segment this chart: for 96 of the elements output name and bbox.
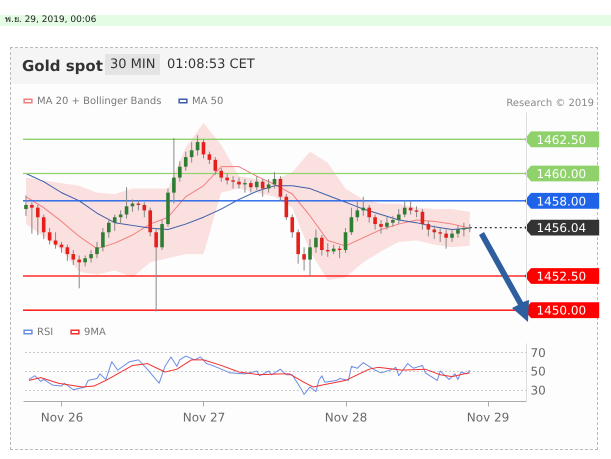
candlestick <box>426 220 430 237</box>
candlestick <box>148 207 152 237</box>
candlestick <box>124 186 128 220</box>
candlestick <box>178 160 182 182</box>
line-series <box>28 356 470 395</box>
candlestick <box>326 242 330 258</box>
candlestick <box>444 229 448 250</box>
y-tick-label: 30 <box>530 383 546 398</box>
candlestick <box>77 255 82 289</box>
candlestick <box>272 172 276 190</box>
candlestick <box>320 234 324 256</box>
y-tick-label: 70 <box>530 346 546 360</box>
candlestick <box>24 194 28 216</box>
candlestick <box>290 214 294 238</box>
candlestick <box>361 196 366 216</box>
candlestick <box>48 228 52 246</box>
candlestick <box>30 202 34 234</box>
candlestick <box>225 173 229 185</box>
candlestick <box>456 224 460 238</box>
candlestick <box>154 228 158 312</box>
y-tick-label: 1452.50 <box>536 270 586 284</box>
candlestick <box>36 204 40 236</box>
legend-label: RSI <box>37 327 54 338</box>
candlestick <box>350 207 354 236</box>
text: พ.ย. 29, 2019, 00:06 <box>0 15 611 26</box>
candlestick <box>89 250 93 263</box>
candlestick <box>408 200 412 215</box>
candlestick <box>184 151 188 172</box>
x-tick-label: Nov 29 <box>466 410 510 424</box>
candlestick <box>356 200 360 222</box>
candlestick <box>462 222 466 237</box>
y-tick-label: 1462.50 <box>536 132 586 147</box>
candlestick <box>338 245 342 259</box>
legend-label: MA 20 + Bollinger Bands <box>37 96 162 107</box>
candlestick <box>172 137 176 204</box>
candlestick <box>101 228 105 252</box>
candlestick <box>112 214 117 232</box>
legend-label: 9MA <box>84 327 106 338</box>
candlestick <box>136 200 140 211</box>
candlestick <box>278 176 282 202</box>
candlestick <box>402 200 406 218</box>
legend-label: MA 50 <box>192 96 224 107</box>
y-tick-label: 1450.00 <box>536 304 586 318</box>
candlestick <box>72 250 76 266</box>
x-tick-label: Nov 27 <box>182 410 226 424</box>
y-tick-label: 1460.00 <box>536 167 586 181</box>
x-tick-label: Nov 28 <box>324 410 368 424</box>
y-tick-label: 1456.04 <box>536 221 586 236</box>
candlestick <box>367 204 371 224</box>
line-series <box>28 359 470 388</box>
candlestick <box>284 194 288 220</box>
candlestick <box>391 215 395 228</box>
text: 01:08:53 CET <box>167 57 255 72</box>
candlestick <box>130 198 134 212</box>
candlestick <box>118 210 122 225</box>
text: Research © 2019 <box>506 98 594 109</box>
candlestick <box>54 232 58 250</box>
candlestick <box>202 138 206 159</box>
candlestick <box>379 219 383 234</box>
candlestick <box>249 180 253 194</box>
candlestick <box>219 168 224 182</box>
y-tick-label: 50 <box>530 364 546 379</box>
chart-subtitle: 30 MIN <box>105 54 160 75</box>
candlestick <box>266 178 270 194</box>
candlestick <box>66 244 70 262</box>
candlestick <box>214 156 218 176</box>
candlestick <box>42 214 46 240</box>
candlestick <box>296 229 300 264</box>
y-tick-label: 1458.00 <box>536 194 586 208</box>
candlestick <box>237 177 241 190</box>
candlestick <box>450 229 454 242</box>
candlestick <box>332 244 336 255</box>
candlestick <box>196 134 200 156</box>
candlestick <box>314 229 318 254</box>
candlestick <box>385 216 389 230</box>
candlestick <box>396 208 401 225</box>
candlestick <box>160 219 164 251</box>
candlestick <box>190 142 194 164</box>
candlestick <box>107 218 111 238</box>
candlestick <box>414 206 418 218</box>
x-tick-label: Nov 26 <box>40 410 84 424</box>
candlestick <box>142 202 146 218</box>
chart-title: Gold spot <box>22 57 103 75</box>
candlestick <box>373 214 377 230</box>
candlestick <box>260 178 264 198</box>
candlestick <box>208 151 212 164</box>
candlestick <box>308 238 312 276</box>
candlestick <box>344 228 348 254</box>
candlestick <box>95 241 99 259</box>
candlestick <box>432 224 436 240</box>
candlestick <box>60 241 64 254</box>
candlestick <box>302 246 306 272</box>
candlestick <box>254 176 259 190</box>
candlestick <box>83 255 87 267</box>
candlestick <box>420 208 424 230</box>
candlestick <box>243 178 247 194</box>
